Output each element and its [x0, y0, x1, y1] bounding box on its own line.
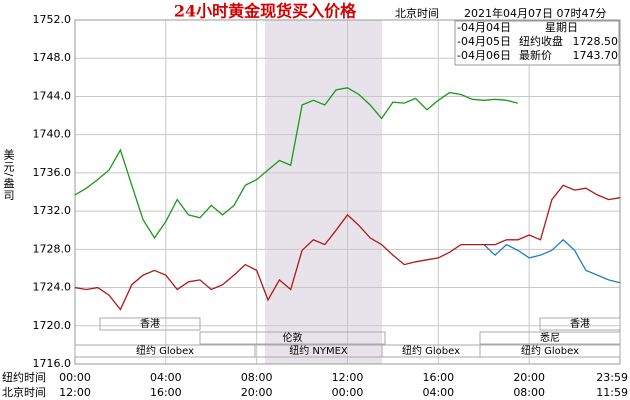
header-time-label: 北京时间 [395, 6, 439, 20]
y-tick-label: 1732.0 [33, 204, 72, 217]
price-line [74, 184, 621, 311]
x2-tick-label: 16:00 [150, 386, 182, 399]
legend-name: -04月05日 [457, 35, 511, 48]
legend-name: -04月04日 [457, 21, 511, 34]
header-time: 2021年04月07日 07时47分 [464, 6, 606, 20]
x-row-label: 纽约时间 [2, 370, 46, 384]
session-label: 纽约 Globex [402, 344, 460, 357]
x2-tick-label: 08:00 [513, 386, 545, 399]
y-tick-label: 1752.0 [33, 13, 72, 26]
price-line [483, 238, 621, 284]
x-tick-label: 12:00 [332, 371, 364, 384]
plot-border [74, 19, 621, 365]
legend-value: 1743.70 [573, 49, 619, 62]
session-label: 纽约 NYMEX [289, 344, 348, 357]
session-label: 伦敦 [283, 331, 303, 344]
y-tick-label: 1728.0 [33, 242, 72, 255]
session-bar [479, 344, 621, 358]
session-bar [199, 331, 386, 345]
x-tick-label: 08:00 [241, 371, 273, 384]
x2-tick-label: 11:59 [596, 386, 628, 399]
session-label: 香港 [140, 318, 160, 330]
y-tick-label: 1716.0 [33, 357, 72, 370]
session-bar [479, 331, 621, 345]
x-tick-label: 16:00 [422, 371, 454, 384]
x-tick-label: 04:00 [150, 371, 182, 384]
x2-tick-label: 00:00 [332, 386, 364, 399]
y-tick-label: 1744.0 [33, 89, 72, 102]
chart-title: 24小时黄金现货买入价格 [174, 2, 357, 21]
y-label: 美元/盎司 [2, 148, 15, 201]
session-label: 悉尼 [540, 332, 560, 344]
x-row-label: 北京时间 [2, 385, 46, 399]
x-tick-label: 23:59 [596, 371, 628, 384]
y-tick-label: 1720.0 [33, 319, 72, 332]
legend-value: 1728.50 [573, 35, 619, 48]
nymex-shade [265, 20, 382, 364]
session-bar [99, 317, 201, 331]
y-tick-label: 1736.0 [33, 166, 72, 179]
x-tick-label: 20:00 [513, 371, 545, 384]
y-tick-label: 1724.0 [33, 281, 72, 294]
legend-label: 星期日 [545, 21, 578, 34]
session-bar [539, 317, 621, 331]
y-tick-label: 1748.0 [33, 51, 72, 64]
x2-tick-label: 20:00 [241, 386, 273, 399]
legend-name: -04月06日 [457, 49, 511, 62]
session-label: 纽约 Globex [521, 344, 579, 357]
x2-tick-label: 12:00 [59, 386, 91, 399]
x-tick-label: 00:00 [59, 371, 91, 384]
x2-tick-label: 04:00 [422, 386, 454, 399]
legend-box [454, 20, 620, 66]
legend-label: 纽约收盘 [519, 34, 563, 48]
session-label: 香港 [570, 318, 590, 330]
legend-label: 最新价 [519, 48, 552, 62]
y-label-text: 美元/盎司 [2, 148, 15, 201]
session-label: 纽约 Globex [136, 344, 194, 357]
y-tick-label: 1740.0 [33, 128, 72, 141]
price-line [74, 87, 518, 240]
